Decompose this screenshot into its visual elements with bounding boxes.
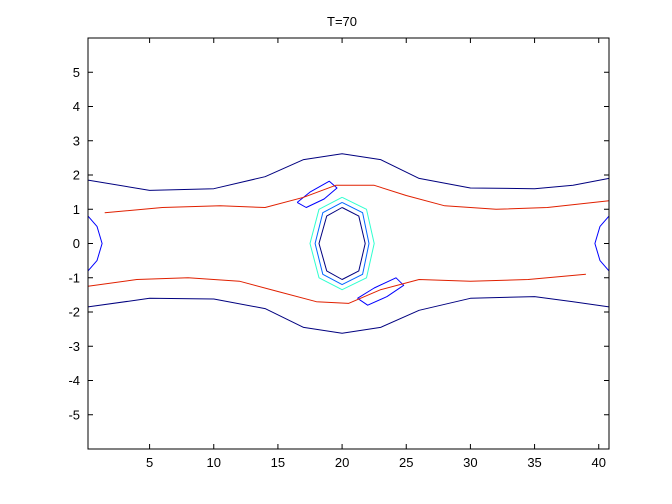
y-tick-label: 5 (73, 65, 80, 80)
y-tick-label: 4 (73, 99, 80, 114)
contour-left-edge-vortex (87, 215, 103, 272)
x-tick-label: 35 (527, 455, 541, 470)
y-tick-label: 0 (73, 236, 80, 251)
contour-lower-eye (357, 277, 405, 306)
x-tick-label: 20 (335, 455, 349, 470)
contour-right-edge-vortex (594, 215, 610, 272)
y-tick-label: -3 (68, 339, 80, 354)
x-axis: 5 10 15 20 25 30 35 40 (146, 38, 606, 470)
contour-filament-lower (87, 273, 586, 304)
x-tick-label: 40 (591, 455, 605, 470)
contour-upper-eye (296, 180, 338, 208)
y-tick-label: -1 (68, 270, 80, 285)
x-tick-label: 25 (399, 455, 413, 470)
contour-band-outer-upper (87, 153, 610, 191)
y-axis: -5 -4 -3 -2 -1 0 1 2 3 4 5 (68, 65, 609, 422)
y-tick-label: 2 (73, 168, 80, 183)
x-tick-label: 30 (463, 455, 477, 470)
x-tick-label: 10 (207, 455, 221, 470)
contour-vortex-core (318, 207, 366, 280)
y-tick-label: -5 (68, 407, 80, 422)
x-tick-label: 15 (271, 455, 285, 470)
x-tick-label: 5 (146, 455, 153, 470)
y-tick-label: 1 (73, 202, 80, 217)
contour-vortex-ring-2 (309, 196, 375, 291)
contour-vortex-ring-1 (314, 201, 370, 286)
y-tick-label: -2 (68, 305, 80, 320)
contour-lines (87, 153, 610, 334)
y-tick-label: -4 (68, 373, 80, 388)
y-tick-label: 3 (73, 133, 80, 148)
contour-band-outer-lower (87, 296, 610, 334)
chart-title: T=70 (327, 14, 357, 29)
plot-frame (87, 37, 610, 450)
contour-filament-upper (104, 184, 610, 214)
